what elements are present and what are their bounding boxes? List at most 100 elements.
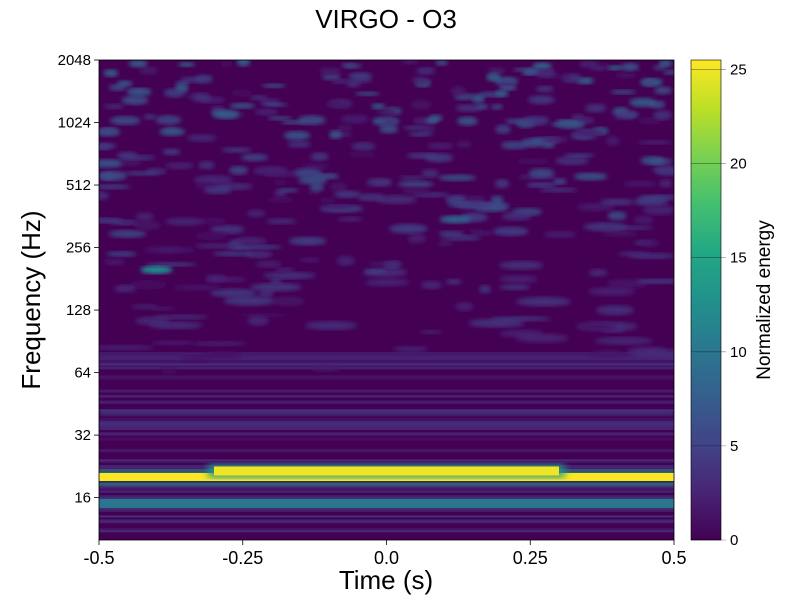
background-striation — [99, 352, 674, 356]
noise-blob — [653, 110, 672, 120]
background-striation — [99, 400, 674, 404]
noise-blob — [191, 341, 247, 346]
noise-blob — [424, 153, 454, 163]
noise-blob — [563, 153, 595, 158]
background-striation — [99, 485, 674, 488]
noise-blob — [419, 127, 436, 133]
noise-blob — [556, 120, 586, 129]
noise-blob — [659, 178, 673, 188]
noise-blob — [532, 62, 552, 70]
noise-blob — [438, 240, 453, 247]
noise-blob — [123, 170, 160, 176]
noise-blob — [106, 251, 137, 257]
noise-blob — [607, 65, 624, 71]
noise-blob — [246, 209, 266, 218]
noise-blob — [310, 152, 329, 161]
noise-blob — [211, 109, 240, 119]
noise-blob — [635, 278, 674, 284]
band-36hz — [99, 422, 674, 427]
noise-blob — [267, 115, 293, 121]
background-striation — [99, 359, 674, 364]
noise-blob — [99, 191, 109, 200]
noise-blob — [250, 282, 302, 292]
y-axis-ticks: 16 32 64 128 256 512 1024 2048 — [58, 52, 99, 507]
noise-blob — [516, 296, 571, 307]
noise-blob — [407, 234, 427, 244]
y-tick-label: 2048 — [58, 52, 91, 69]
noise-blob — [128, 60, 148, 68]
noise-blob — [258, 289, 275, 297]
background-striation — [99, 528, 674, 530]
x-tick-label: 0.0 — [374, 548, 399, 568]
noise-blob — [607, 211, 627, 221]
noise-blob — [571, 128, 605, 138]
heatmap-layer — [99, 60, 674, 533]
noise-blob — [234, 236, 267, 246]
noise-blob — [456, 116, 478, 126]
noise-blob — [642, 205, 674, 215]
noise-blob — [633, 197, 669, 206]
noise-blob — [228, 165, 248, 175]
noise-blob — [263, 271, 316, 280]
noise-blob — [419, 329, 443, 335]
noise-blob — [305, 321, 358, 331]
noise-blob — [199, 217, 227, 225]
noise-blob — [99, 184, 131, 190]
noise-blob — [319, 198, 337, 203]
noise-blob — [455, 301, 474, 311]
noise-blob — [240, 153, 269, 162]
energy-spot — [140, 265, 173, 274]
noise-blob — [541, 142, 555, 149]
noise-blob — [576, 203, 616, 211]
noise-blob — [456, 141, 472, 148]
noise-blob — [329, 182, 348, 192]
colorbar-ticks: 0 5 10 15 20 25 — [691, 61, 747, 549]
noise-blob — [573, 172, 608, 181]
noise-blob — [379, 124, 399, 134]
noise-blob — [212, 251, 254, 257]
background-striation — [99, 487, 674, 491]
noise-blob — [589, 65, 604, 71]
colorbar-tick-label: 15 — [730, 250, 747, 267]
noise-blob — [194, 243, 239, 249]
noise-blob — [221, 147, 252, 153]
noise-blob — [524, 67, 540, 76]
noise-blob — [438, 174, 477, 182]
noise-blob — [244, 250, 273, 259]
noise-blob — [516, 158, 549, 164]
noise-blob — [134, 220, 161, 231]
noise-blob — [654, 86, 672, 95]
noise-blob — [165, 162, 194, 170]
y-tick-label: 512 — [66, 177, 91, 194]
colorbar-tick-label: 25 — [730, 61, 747, 78]
noise-blob — [274, 267, 296, 272]
noise-blob — [329, 130, 342, 140]
noise-blob — [138, 66, 159, 75]
noise-blob — [457, 201, 490, 210]
noise-blob — [658, 60, 673, 68]
noise-blob — [143, 113, 157, 120]
noise-blob — [638, 140, 673, 145]
noise-blob — [163, 88, 186, 98]
background-striation — [99, 355, 674, 358]
noise-blob — [287, 140, 311, 148]
noise-blob — [410, 99, 432, 110]
noise-blob — [210, 225, 245, 234]
noise-blob — [297, 115, 326, 125]
noise-blob — [127, 88, 152, 97]
noise-blob — [337, 124, 353, 133]
background-striation — [99, 459, 674, 462]
background-striation — [99, 394, 674, 397]
y-axis-label: Frequency (Hz) — [16, 210, 46, 389]
colorbar-tick-label: 20 — [730, 156, 747, 173]
noise-blob — [416, 67, 436, 75]
noise-blob — [175, 80, 189, 87]
noise-blob — [103, 69, 119, 77]
band-40hz — [99, 409, 674, 416]
energy-band — [214, 466, 559, 476]
noise-blob — [325, 204, 351, 210]
noise-blob — [495, 124, 511, 134]
noise-blob — [99, 142, 118, 150]
noise-blob — [638, 239, 660, 247]
